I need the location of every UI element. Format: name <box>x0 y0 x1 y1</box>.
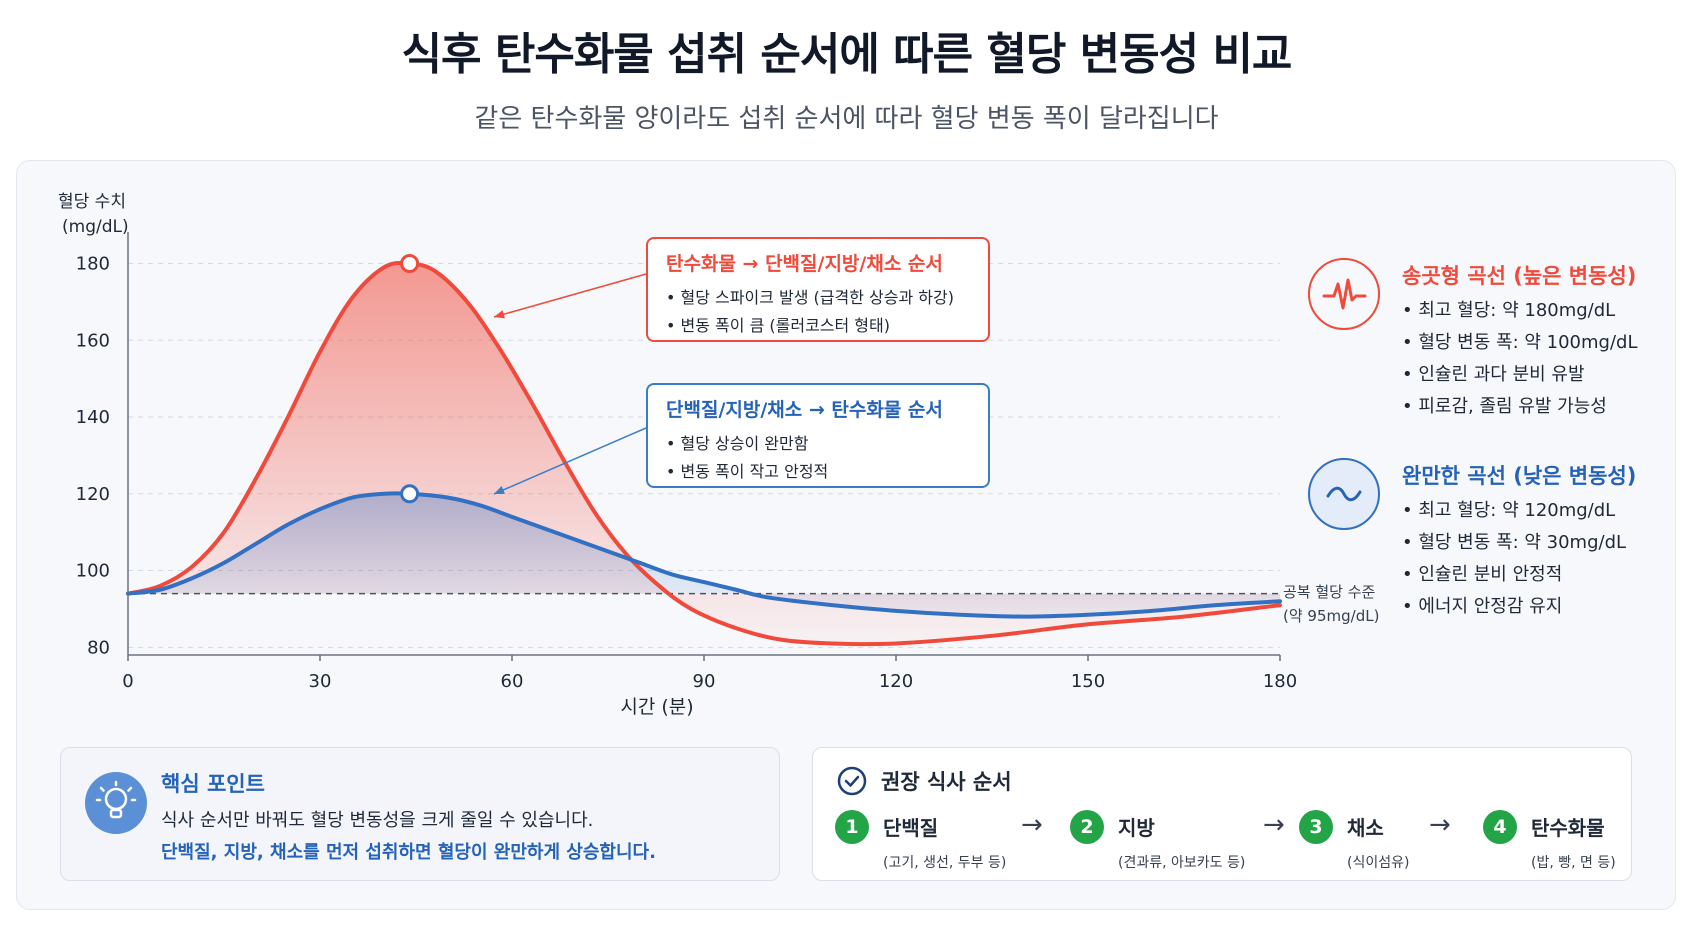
page-subtitle: 같은 탄수화물 양이라도 섭취 순서에 따라 혈당 변동 폭이 달라집니다 <box>474 104 1219 134</box>
x-tick-label: 60 <box>501 671 524 692</box>
step-examples: (고기, 생선, 두부 등) <box>883 855 1007 871</box>
lightbulb-icon <box>85 772 147 834</box>
step-arrow: → <box>1263 810 1285 840</box>
y-tick-label: 100 <box>76 561 110 582</box>
gentle-title: 완만한 곡선 (낮은 변동성) <box>1402 464 1637 488</box>
recommended-order-box: 권장 식사 순서 1 단백질 (고기, 생선, 두부 등) → 2 지방 (견과… <box>812 747 1632 881</box>
x-tick-label: 120 <box>879 671 913 692</box>
step-arrow: → <box>1021 810 1043 840</box>
y-tick-label: 120 <box>76 484 110 505</box>
y-axis-label-line1: 혈당 수치 <box>58 192 126 212</box>
blue-series-area <box>128 493 1280 617</box>
gentle-line: • 에너지 안정감 유지 <box>1402 596 1563 617</box>
keypoint-line: 식사 순서만 바꿔도 혈당 변동성을 크게 줄일 수 있습니다. <box>161 810 594 831</box>
callout-red-title: 탄수화물 → 단백질/지방/채소 순서 <box>666 253 943 275</box>
baseline-label-line2: (약 95mg/dL) <box>1283 607 1379 625</box>
spike-line: • 혈당 변동 폭: 약 100mg/dL <box>1402 332 1638 353</box>
step-number: 3 <box>1299 810 1333 844</box>
blue-callout-connector-head <box>494 486 505 494</box>
y-axis-label-line2: (mg/dL) <box>62 217 129 237</box>
heartbeat-icon <box>1308 258 1380 330</box>
x-tick-label: 0 <box>122 671 133 692</box>
x-tick-label: 30 <box>309 671 332 692</box>
x-axis-label: 시간 (분) <box>620 696 693 718</box>
spike-line: • 최고 혈당: 약 180mg/dL <box>1402 300 1616 321</box>
page-title: 식후 탄수화물 섭취 순서에 따른 혈당 변동성 비교 <box>401 29 1293 80</box>
callout-blue-line: • 혈당 상승이 완만함 <box>666 434 809 453</box>
step-number: 4 <box>1483 810 1517 844</box>
callout-red: 탄수화물 → 단백질/지방/채소 순서 • 혈당 스파이크 발생 (급격한 상승… <box>646 237 990 342</box>
gentle-line: • 혈당 변동 폭: 약 30mg/dL <box>1402 532 1627 553</box>
y-tick-label: 140 <box>76 407 110 428</box>
spike-line: • 인슐린 과다 분비 유발 <box>1402 364 1585 385</box>
keypoint-highlight: 단백질, 지방, 채소를 먼저 섭취하면 혈당이 완만하게 상승합니다. <box>161 842 656 863</box>
callout-red-line: • 변동 폭이 큼 (롤러코스터 형태) <box>666 316 890 335</box>
callout-blue: 단백질/지방/채소 → 탄수화물 순서 • 혈당 상승이 완만함 • 변동 폭이… <box>646 383 990 488</box>
x-tick-label: 90 <box>693 671 716 692</box>
y-tick-label: 160 <box>76 330 110 351</box>
step-arrow: → <box>1429 810 1451 840</box>
red-callout-connector <box>493 273 647 318</box>
check-circle-icon <box>837 766 867 796</box>
red-series-line <box>126 260 1282 647</box>
wave-icon <box>1308 458 1380 530</box>
step-name: 지방 <box>1118 816 1155 840</box>
recommended-title: 권장 식사 순서 <box>881 770 1012 794</box>
red-peak-marker <box>400 254 420 274</box>
x-tick-label: 180 <box>1263 671 1297 692</box>
blue-peak-marker <box>400 484 420 504</box>
step-name: 채소 <box>1347 816 1384 840</box>
step-examples: (견과류, 아보카도 등) <box>1118 855 1246 871</box>
step-number: 1 <box>835 810 869 844</box>
step-examples: (밥, 빵, 면 등) <box>1531 855 1616 871</box>
keypoint-title: 핵심 포인트 <box>161 772 265 796</box>
blue-callout-connector <box>493 427 647 495</box>
callout-red-line: • 혈당 스파이크 발생 (급격한 상승과 하강) <box>666 288 954 307</box>
spike-summary: 송곳형 곡선 (높은 변동성) • 최고 혈당: 약 180mg/dL • 혈당… <box>1308 258 1668 428</box>
x-tick-label: 150 <box>1071 671 1105 692</box>
blue-series-line <box>126 491 1282 619</box>
red-callout-connector-head <box>494 310 505 319</box>
keypoint-box: 핵심 포인트 식사 순서만 바꿔도 혈당 변동성을 크게 줄일 수 있습니다. … <box>60 747 780 881</box>
spike-title: 송곳형 곡선 (높은 변동성) <box>1402 264 1637 288</box>
baseline-label-line1: 공복 혈당 수준 <box>1283 583 1376 601</box>
gentle-line: • 인슐린 분비 안정적 <box>1402 564 1563 585</box>
gentle-summary: 완만한 곡선 (낮은 변동성) • 최고 혈당: 약 120mg/dL • 혈당… <box>1308 458 1668 628</box>
step-name: 탄수화물 <box>1531 816 1605 840</box>
y-tick-label: 80 <box>87 637 110 658</box>
step-examples: (식이섬유) <box>1347 855 1410 871</box>
gentle-line: • 최고 혈당: 약 120mg/dL <box>1402 500 1616 521</box>
callout-blue-line: • 변동 폭이 작고 안정적 <box>666 462 829 481</box>
step-name: 단백질 <box>883 816 939 840</box>
spike-line: • 피로감, 졸림 유발 가능성 <box>1402 396 1607 417</box>
y-tick-label: 180 <box>76 254 110 275</box>
step-number: 2 <box>1070 810 1104 844</box>
callout-blue-title: 단백질/지방/채소 → 탄수화물 순서 <box>666 399 943 421</box>
